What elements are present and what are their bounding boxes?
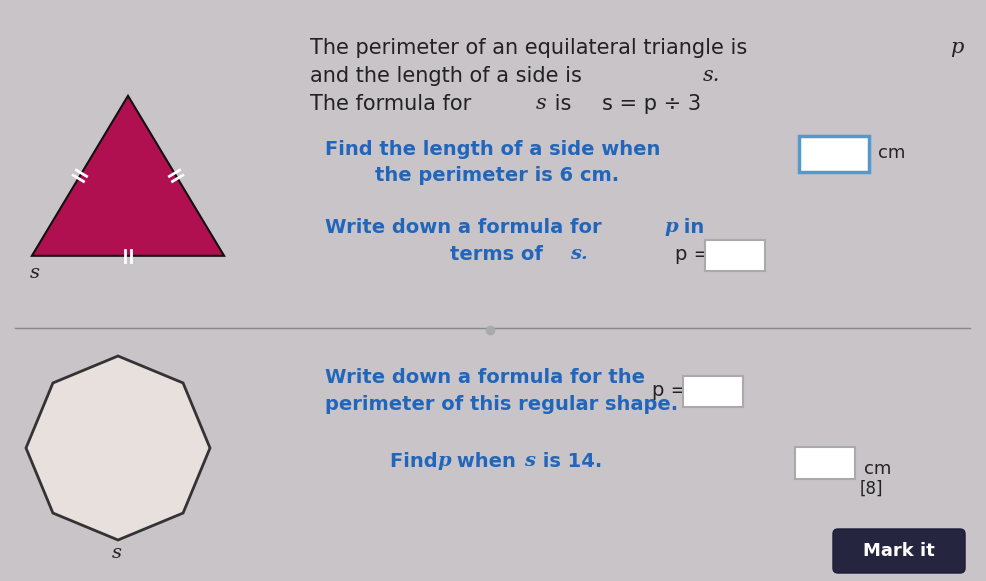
Text: Mark it: Mark it: [863, 542, 935, 560]
Text: and the length of a side is: and the length of a side is: [310, 66, 589, 86]
FancyBboxPatch shape: [833, 529, 965, 573]
Text: Write down a formula for the: Write down a formula for the: [325, 368, 645, 387]
Text: cm: cm: [864, 460, 891, 478]
Text: terms of: terms of: [450, 245, 549, 264]
Text: perimeter of this regular shape.: perimeter of this regular shape.: [325, 395, 678, 414]
FancyBboxPatch shape: [795, 447, 855, 479]
Text: s: s: [30, 264, 39, 282]
Text: is: is: [548, 94, 592, 114]
Text: p =: p =: [652, 381, 687, 400]
Text: s: s: [536, 94, 547, 113]
Text: when: when: [450, 452, 523, 471]
Text: p: p: [950, 38, 963, 57]
Text: Find the length of a side when: Find the length of a side when: [325, 140, 661, 159]
Text: the perimeter is 6 cm.: the perimeter is 6 cm.: [375, 166, 619, 185]
Text: [8]: [8]: [860, 480, 883, 498]
Text: p: p: [438, 452, 452, 470]
Text: s.: s.: [570, 245, 588, 263]
Text: cm: cm: [878, 144, 905, 162]
Text: in: in: [677, 218, 704, 237]
Text: s: s: [112, 544, 122, 562]
Polygon shape: [32, 96, 224, 256]
FancyBboxPatch shape: [799, 136, 869, 172]
Text: s = p ÷ 3: s = p ÷ 3: [602, 94, 701, 114]
Text: s: s: [524, 452, 535, 470]
Text: Find: Find: [390, 452, 445, 471]
Text: p =: p =: [675, 245, 710, 264]
FancyBboxPatch shape: [705, 240, 765, 271]
Text: The perimeter of an equilateral triangle is: The perimeter of an equilateral triangle…: [310, 38, 754, 58]
FancyBboxPatch shape: [683, 376, 743, 407]
Text: s.: s.: [703, 66, 721, 85]
Text: p: p: [665, 218, 678, 236]
Text: Write down a formula for: Write down a formula for: [325, 218, 608, 237]
Text: is 14.: is 14.: [536, 452, 602, 471]
Text: The formula for: The formula for: [310, 94, 478, 114]
Polygon shape: [26, 356, 210, 540]
